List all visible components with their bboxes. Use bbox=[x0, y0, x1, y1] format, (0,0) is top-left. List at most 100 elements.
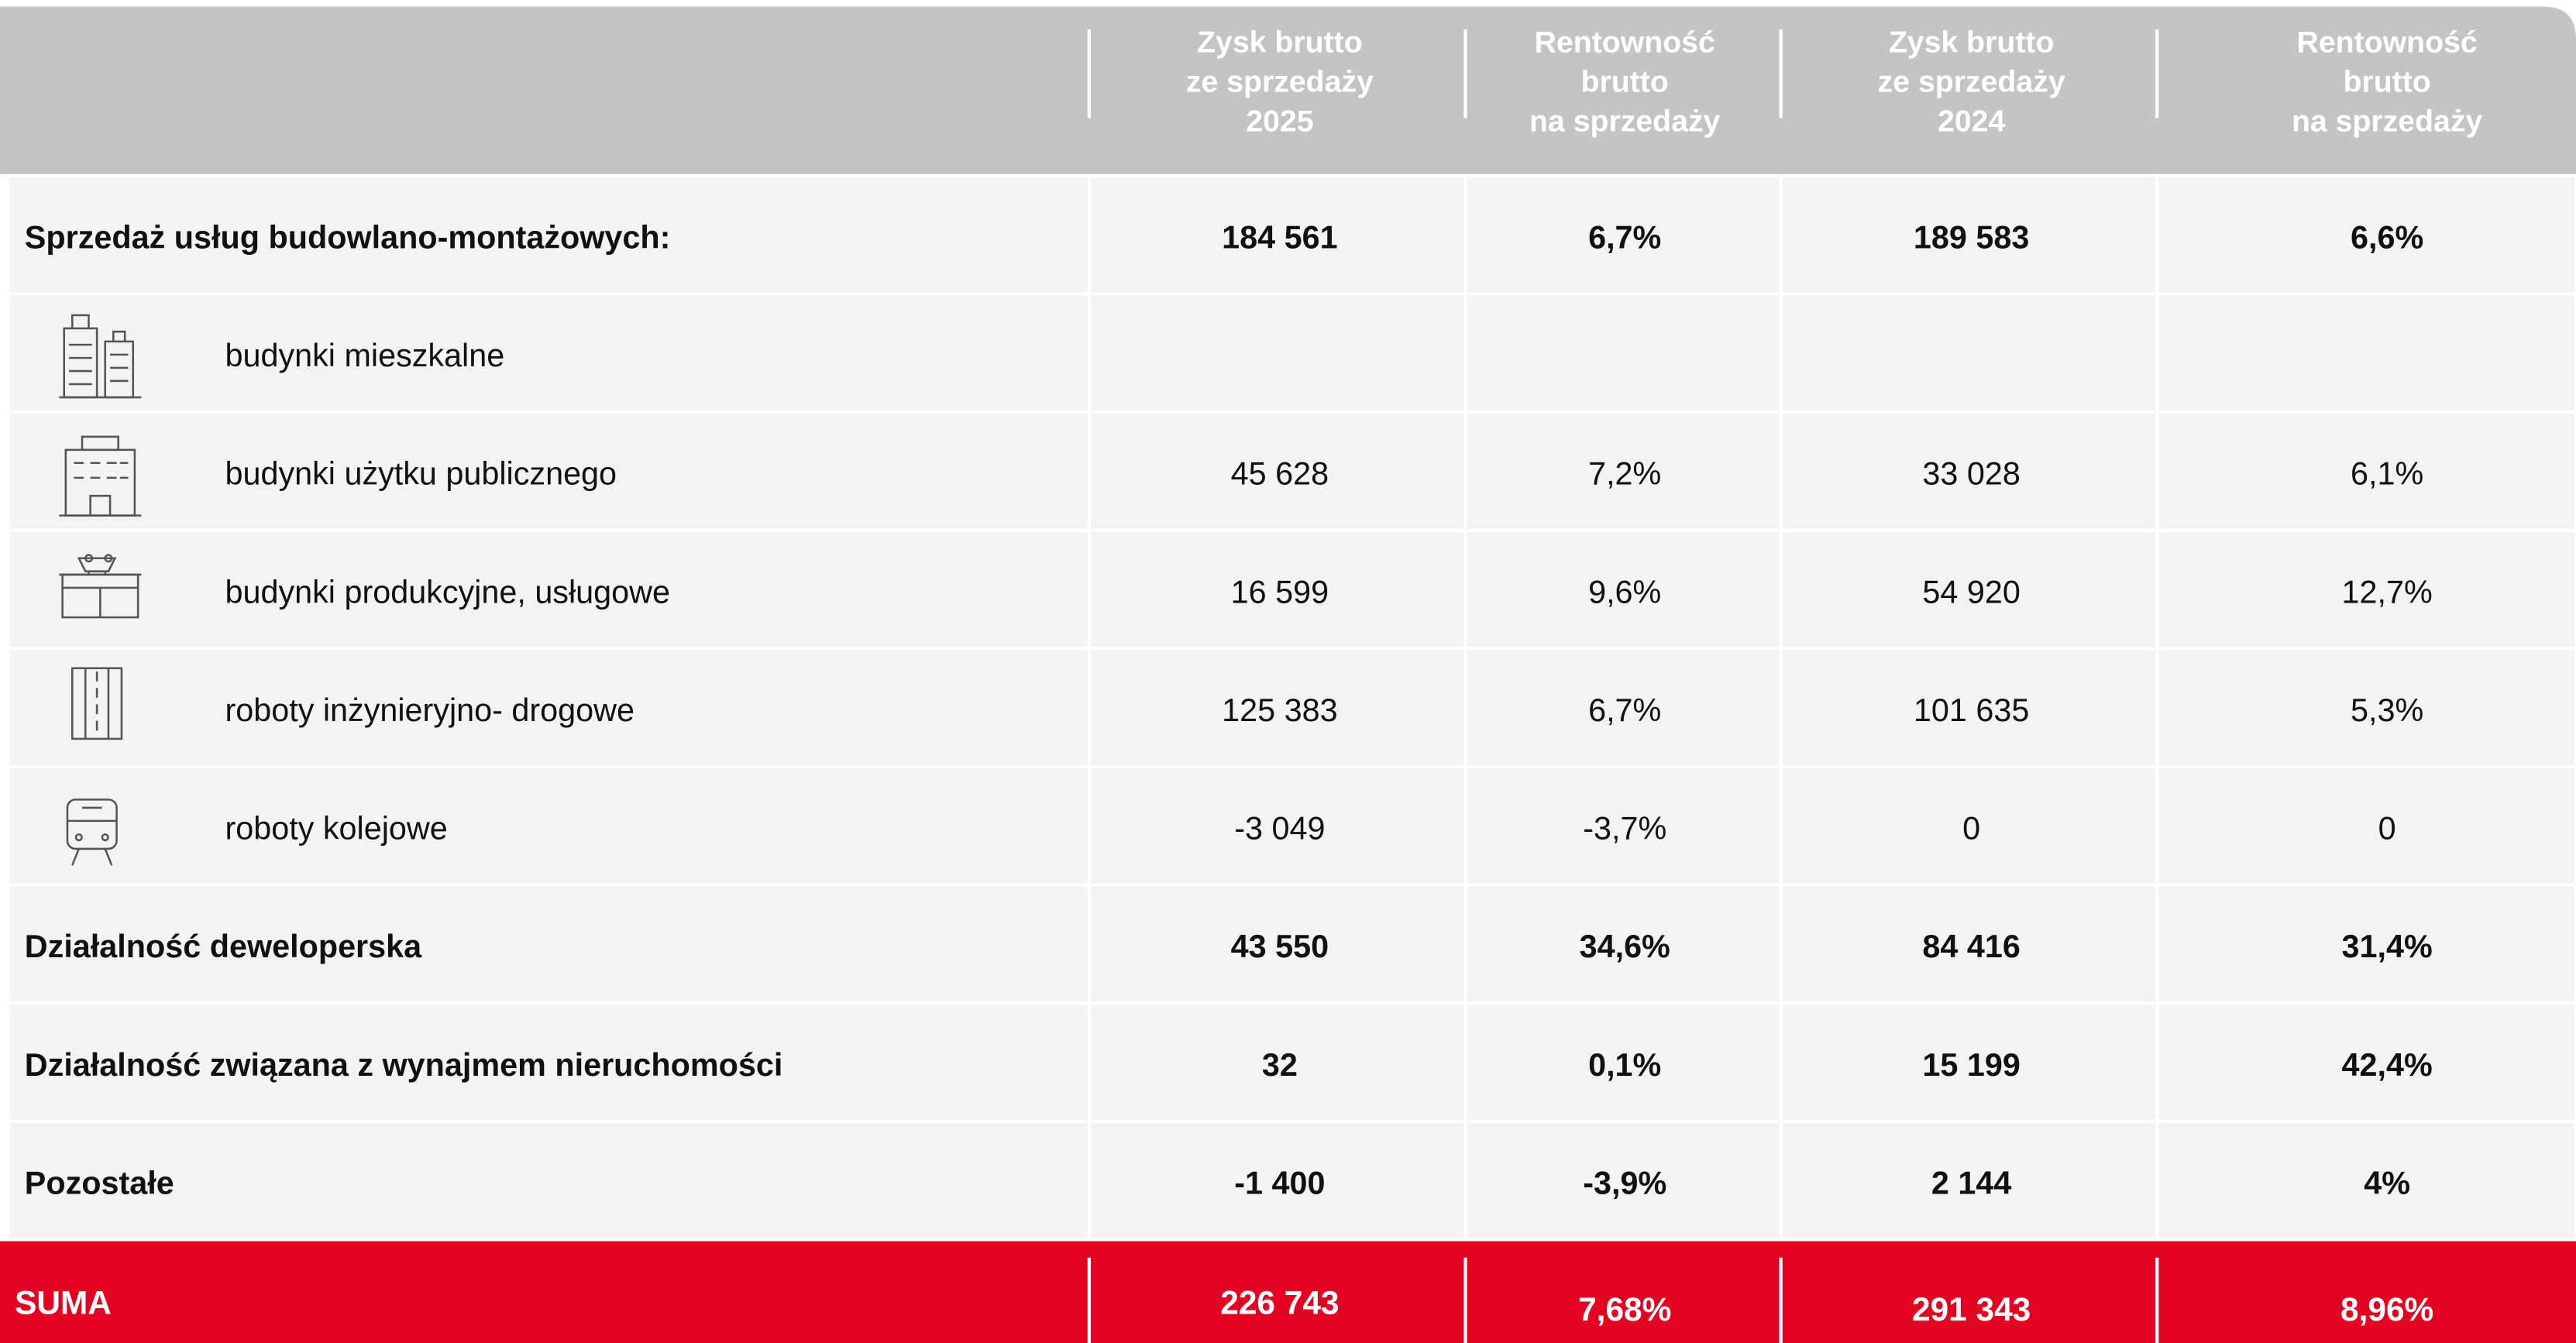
cell-value: 184 561 bbox=[1222, 219, 1337, 255]
icon-road bbox=[71, 667, 123, 740]
cell-value: 2 144 bbox=[1931, 1165, 2011, 1200]
cell-value: 4% bbox=[2364, 1165, 2410, 1200]
header-label: 2024 bbox=[1938, 104, 2005, 138]
cell-background bbox=[1091, 531, 1464, 647]
cell-background bbox=[1467, 1005, 1780, 1120]
cell-value: 9,6% bbox=[1588, 574, 1661, 610]
icon-public bbox=[59, 435, 142, 517]
row-label: Sprzedaż usług budowlano-montażowych: bbox=[25, 219, 671, 255]
cell-background bbox=[1782, 295, 2156, 410]
header-label: Rentowność bbox=[1535, 26, 1715, 60]
cell-value: 0 bbox=[1962, 811, 1980, 847]
cell-background bbox=[1091, 414, 1464, 529]
cell-value: 34,6% bbox=[1580, 929, 1670, 964]
cell-background bbox=[2158, 650, 2574, 765]
cell-background bbox=[1782, 1005, 2156, 1120]
cell-value: 12,7% bbox=[2342, 574, 2433, 610]
cell-background bbox=[1782, 177, 2156, 293]
cell-background bbox=[9, 768, 1088, 884]
cell-value: 84 416 bbox=[1922, 929, 2020, 964]
cell-background bbox=[2158, 531, 2574, 647]
header-label: Rentowność bbox=[2297, 26, 2478, 60]
total-value: 7,68% bbox=[1578, 1291, 1671, 1328]
cell-background bbox=[9, 1122, 1088, 1238]
cell-background bbox=[1091, 295, 1464, 410]
header-label: Zysk brutto bbox=[1889, 26, 2055, 60]
total-value: 8,96% bbox=[2340, 1291, 2433, 1328]
total-label: SUMA bbox=[15, 1284, 112, 1321]
row-label: roboty inżynieryjno- drogowe bbox=[225, 692, 635, 728]
cell-value: -3,7% bbox=[1583, 811, 1666, 847]
cell-value: 43 550 bbox=[1231, 929, 1329, 964]
cell-value: 0,1% bbox=[1588, 1047, 1661, 1083]
cell-background bbox=[2158, 768, 2574, 884]
cell-value: 6,6% bbox=[2351, 219, 2423, 255]
cell-value: 15 199 bbox=[1922, 1047, 2020, 1083]
row-label: roboty kolejowe bbox=[225, 811, 448, 847]
header-label: ze sprzedaży bbox=[1186, 64, 1374, 98]
cell-background bbox=[1467, 650, 1780, 765]
cell-value: 189 583 bbox=[1914, 219, 2029, 255]
row-label: budynki mieszkalne bbox=[225, 338, 505, 373]
cell-background bbox=[1467, 1122, 1780, 1238]
cell-background bbox=[1091, 1122, 1464, 1238]
cell-value: 6,7% bbox=[1588, 692, 1661, 728]
row-label: Pozostałe bbox=[25, 1165, 174, 1200]
cell-background bbox=[1782, 1122, 2156, 1238]
cell-background bbox=[2158, 1122, 2574, 1238]
cell-background bbox=[9, 295, 1088, 410]
cell-value: -3 049 bbox=[1234, 811, 1325, 847]
icon-rail bbox=[66, 799, 118, 866]
cell-background bbox=[1467, 414, 1780, 529]
cell-background bbox=[1467, 531, 1780, 647]
cell-value: 125 383 bbox=[1222, 692, 1337, 728]
cell-value: 0 bbox=[2378, 811, 2396, 847]
header-label: na sprzedaży bbox=[1529, 104, 1721, 138]
icon-residential bbox=[59, 314, 142, 399]
cell-background bbox=[2158, 177, 2574, 293]
header-label: na sprzedaży bbox=[2292, 104, 2483, 138]
cell-background bbox=[1467, 886, 1780, 1002]
cell-background bbox=[9, 177, 1088, 293]
cell-background bbox=[1091, 768, 1464, 884]
cell-background bbox=[1467, 295, 1780, 410]
header-label: brutto bbox=[1581, 64, 1669, 98]
cell-value: -1 400 bbox=[1234, 1165, 1325, 1200]
cell-background bbox=[1782, 886, 2156, 1002]
cell-background bbox=[1091, 650, 1464, 765]
header-label: ze sprzedaży bbox=[1878, 64, 2065, 98]
cell-background bbox=[1467, 768, 1780, 884]
cell-value: 5,3% bbox=[2351, 692, 2423, 728]
icons bbox=[59, 314, 142, 866]
cell-background bbox=[1782, 768, 2156, 884]
cell-value: 45 628 bbox=[1231, 456, 1329, 492]
header-label: brutto bbox=[2343, 64, 2430, 98]
cell-background bbox=[1091, 177, 1464, 293]
icon-commercial bbox=[59, 554, 142, 619]
cell-background bbox=[1467, 177, 1780, 293]
total-background bbox=[0, 1241, 2576, 1343]
cell-value: 101 635 bbox=[1914, 692, 2029, 728]
cell-background bbox=[9, 531, 1088, 647]
cell-background bbox=[1091, 886, 1464, 1002]
cell-background bbox=[2158, 886, 2574, 1002]
row-label: budynki produkcyjne, usługowe bbox=[225, 574, 670, 610]
cell-value: 6,1% bbox=[2351, 456, 2423, 492]
cell-background bbox=[9, 414, 1088, 529]
cell-value: -3,9% bbox=[1583, 1165, 1666, 1200]
cell-value: 31,4% bbox=[2342, 929, 2433, 964]
cell-background bbox=[2158, 295, 2574, 410]
cell-value: 16 599 bbox=[1231, 574, 1329, 610]
cell-background bbox=[1782, 414, 2156, 529]
cell-background bbox=[1091, 1005, 1464, 1120]
header-label: 2025 bbox=[1246, 104, 1313, 138]
cell-value: 42,4% bbox=[2342, 1047, 2433, 1083]
cell-value: 33 028 bbox=[1922, 456, 2020, 492]
header-background bbox=[0, 6, 2576, 174]
row-label: Działalność deweloperska bbox=[25, 929, 422, 964]
cell-value: 32 bbox=[1262, 1047, 1298, 1083]
row-label: budynki użytku publicznego bbox=[225, 456, 617, 492]
cell-background bbox=[9, 1005, 1088, 1120]
